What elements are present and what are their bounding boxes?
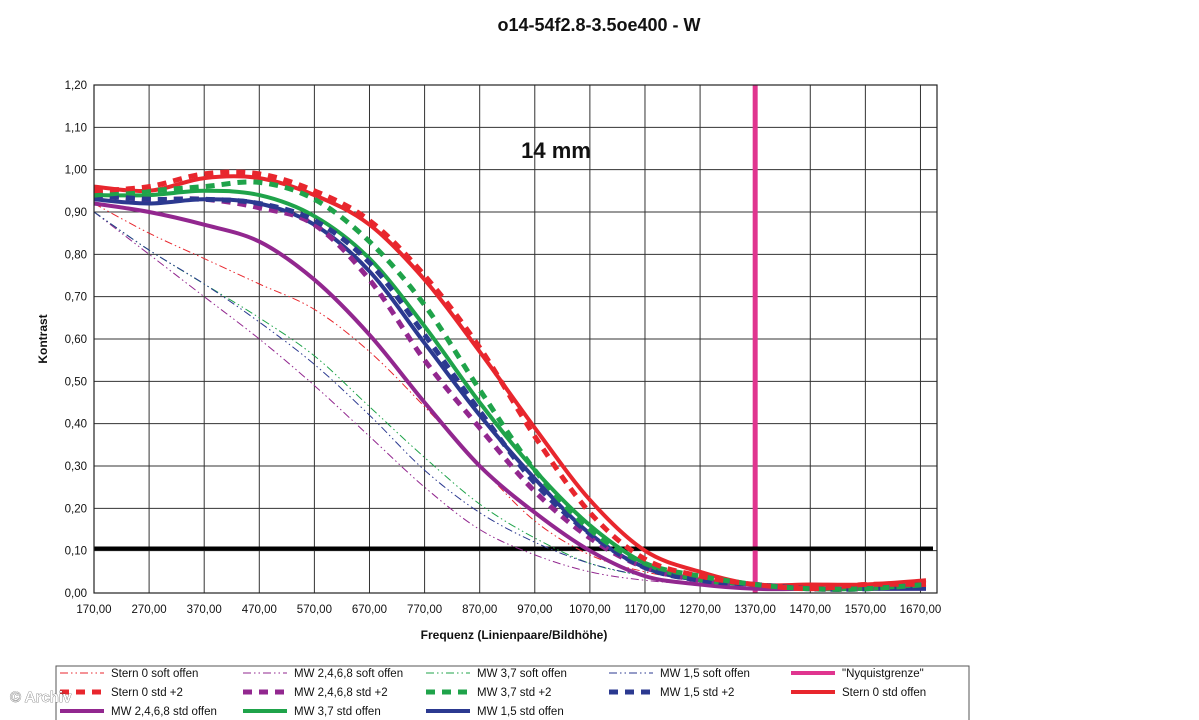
y-axis-ticks: 0,00 0,10 0,20 0,30 0,40 0,50 0,60 0,70 0,80 0,90… bbox=[65, 80, 87, 600]
x-tick-label: 670,00 bbox=[352, 604, 387, 616]
series-line-mw-3-7-std-2 bbox=[93, 179, 927, 592]
legend-label: MW 2,4,6,8 std +2 bbox=[294, 687, 388, 699]
legend-label: MW 3,7 std offen bbox=[294, 706, 381, 718]
x-tick-label: 370,00 bbox=[187, 604, 222, 616]
legend-label: MW 3,7 soft offen bbox=[477, 668, 567, 680]
legend-item: MW 1,5 soft offen bbox=[609, 668, 750, 680]
grid bbox=[93, 84, 937, 594]
reference-lines bbox=[94, 85, 933, 593]
legend-label: MW 1,5 soft offen bbox=[660, 668, 750, 680]
x-tick-label: 1070,00 bbox=[569, 604, 611, 616]
plot-frame bbox=[93, 84, 938, 594]
x-tick-label: 1270,00 bbox=[679, 604, 721, 616]
legend-item: MW 3,7 std +2 bbox=[426, 687, 551, 699]
x-tick-label: 1470,00 bbox=[789, 604, 831, 616]
legend-label: Stern 0 soft offen bbox=[111, 668, 198, 680]
y-tick-label: 0,10 bbox=[65, 546, 87, 558]
x-tick-label: 1670,00 bbox=[900, 604, 942, 616]
x-tick-label: 570,00 bbox=[297, 604, 332, 616]
y-tick-label: 0,60 bbox=[65, 334, 87, 346]
series-line-mw-3-7-std-offen bbox=[93, 188, 927, 592]
y-tick-label: 0,90 bbox=[65, 207, 87, 219]
legend-item: MW 2,4,6,8 std offen bbox=[60, 706, 217, 718]
chart-title: o14-54f2.8-3.5oe400 - W bbox=[497, 15, 700, 35]
y-tick-label: 0,50 bbox=[65, 376, 87, 388]
legend-label: Stern 0 std offen bbox=[842, 687, 926, 699]
x-axis-ticks: 170,00 270,00 370,00 470,00 570,00 670,00 770,… bbox=[76, 604, 941, 616]
x-tick-label: 1370,00 bbox=[734, 604, 776, 616]
x-tick-label: 470,00 bbox=[242, 604, 277, 616]
series-line-mw-2-4-6-8-std-offen bbox=[93, 201, 926, 592]
legend-item: Stern 0 std offen bbox=[791, 687, 926, 699]
legend-label: MW 3,7 std +2 bbox=[477, 687, 551, 699]
x-tick-label: 170,00 bbox=[76, 604, 111, 616]
legend-item: "Nyquistgrenze" bbox=[791, 668, 924, 680]
x-tick-label: 1170,00 bbox=[625, 604, 666, 616]
legend-item: MW 1,5 std offen bbox=[426, 706, 564, 718]
y-tick-label: 1,10 bbox=[65, 122, 87, 134]
focal-length-annotation: 14 mm bbox=[521, 138, 591, 163]
x-axis-label: Frequenz (Linienpaare/Bildhöhe) bbox=[421, 628, 608, 642]
y-tick-label: 0,70 bbox=[65, 292, 87, 304]
legend-label: Stern 0 std +2 bbox=[111, 687, 183, 699]
legend-item: Stern 0 std +2 bbox=[60, 687, 183, 699]
legend-label: MW 2,4,6,8 soft offen bbox=[294, 668, 403, 680]
legend-item: MW 2,4,6,8 soft offen bbox=[243, 668, 403, 680]
y-tick-label: 0,80 bbox=[65, 249, 87, 261]
watermark: © Archiv bbox=[10, 689, 73, 707]
y-tick-label: 0,40 bbox=[65, 419, 87, 431]
legend-item: Stern 0 soft offen bbox=[60, 668, 198, 680]
x-tick-label: 770,00 bbox=[407, 604, 442, 616]
y-tick-label: 1,00 bbox=[65, 165, 87, 177]
legend-label: MW 1,5 std +2 bbox=[660, 687, 734, 699]
legend-item: MW 2,4,6,8 std +2 bbox=[243, 687, 388, 699]
y-axis-label: Kontrast bbox=[36, 314, 50, 363]
legend-item: MW 1,5 std +2 bbox=[609, 687, 734, 699]
y-tick-label: 0,20 bbox=[65, 503, 87, 515]
x-tick-label: 1570,00 bbox=[845, 604, 887, 616]
legend-item: MW 3,7 soft offen bbox=[426, 668, 567, 680]
legend: Stern 0 soft offen MW 2,4,6,8 soft offen M… bbox=[55, 665, 970, 720]
series-line-stern-0-std-2 bbox=[93, 169, 927, 592]
legend-item: MW 3,7 std offen bbox=[243, 706, 381, 718]
watermark-text: © Archiv bbox=[10, 689, 72, 706]
legend-label: MW 2,4,6,8 std offen bbox=[111, 706, 217, 718]
x-tick-label: 970,00 bbox=[517, 604, 552, 616]
legend-label: "Nyquistgrenze" bbox=[842, 668, 924, 680]
series-lines bbox=[93, 169, 927, 592]
x-tick-label: 870,00 bbox=[462, 604, 497, 616]
y-tick-label: 1,20 bbox=[65, 80, 87, 92]
legend-label: MW 1,5 std offen bbox=[477, 706, 564, 718]
x-tick-label: 270,00 bbox=[132, 604, 167, 616]
y-tick-label: 0,00 bbox=[65, 588, 87, 600]
y-tick-label: 0,30 bbox=[65, 461, 87, 473]
